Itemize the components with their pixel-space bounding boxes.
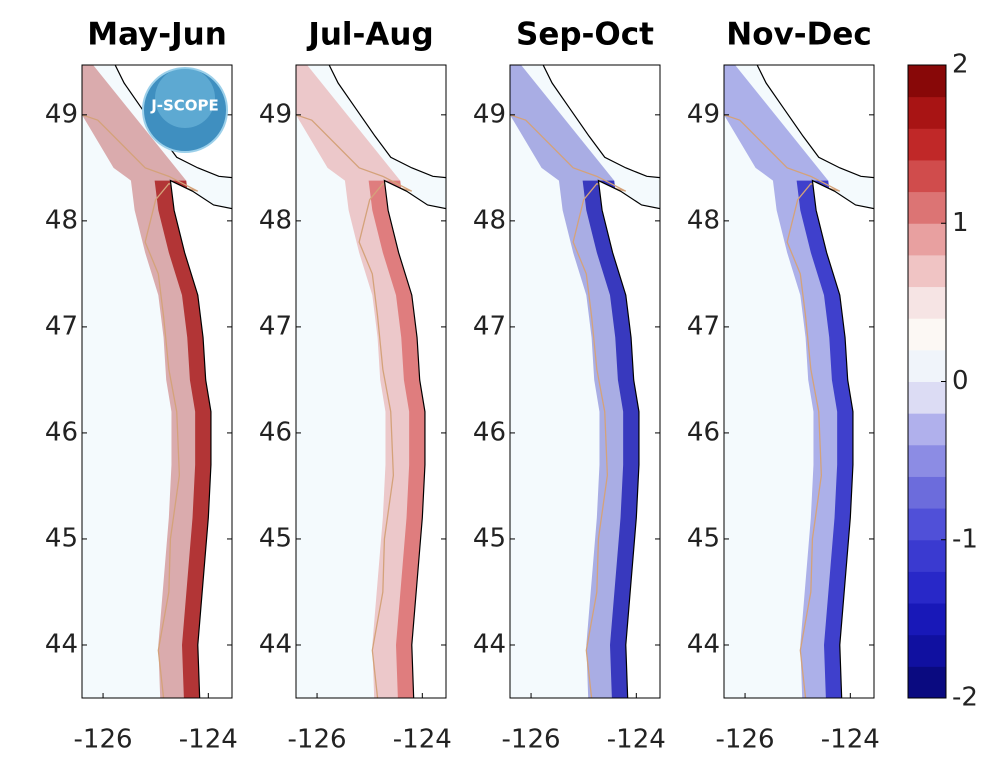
colorbar-segment (908, 128, 946, 161)
colorbar-segment (908, 444, 946, 477)
colorbar-tick-label: 1 (952, 208, 969, 238)
map-body (724, 65, 874, 698)
colorbar-segment (908, 571, 946, 604)
y-tick-label: 44 (45, 629, 78, 659)
x-tick-label: -124 (607, 725, 666, 755)
y-tick-label: 49 (473, 99, 506, 129)
y-tick-label: 48 (259, 205, 292, 235)
colorbar-segment (908, 349, 946, 382)
colorbar-segment (908, 413, 946, 446)
panel-frame (723, 64, 875, 699)
x-tick-label: -126 (288, 725, 347, 755)
map-body (510, 65, 660, 698)
land (811, 179, 874, 698)
y-tick-label: 46 (687, 417, 720, 447)
map-body (82, 65, 232, 698)
x-tick-label: -126 (716, 725, 775, 755)
y-tick-label: 49 (687, 99, 720, 129)
map-panel: Nov-Dec 44 45 46 47 48 49 -126 -124 (687, 17, 880, 755)
isobath (724, 114, 841, 698)
colorbar-segment (908, 223, 946, 256)
map-panel: May-Jun 44 45 46 47 48 49 -126 -124 (45, 17, 238, 755)
land (756, 65, 874, 179)
colorbar-segment (908, 191, 946, 224)
map-panel: Jul-Aug 44 45 46 47 48 49 -126 -124 (259, 17, 452, 755)
map-body (296, 65, 446, 698)
y-tick-label: 45 (45, 523, 78, 553)
isobath (510, 114, 627, 698)
y-tick-label: 48 (45, 205, 78, 235)
land (383, 179, 446, 698)
y-tick-label: 47 (687, 311, 720, 341)
colorbar-segment (908, 476, 946, 509)
colorbar-tick-label: 0 (952, 366, 969, 396)
colorbar-tick-label: -1 (952, 524, 978, 554)
colorbar-segment (908, 539, 946, 572)
land (169, 179, 232, 698)
colorbar-segment (908, 603, 946, 636)
colorbar-tick-label: 2 (952, 50, 969, 80)
land (597, 179, 660, 698)
colorbar-segment (908, 96, 946, 129)
panel-title: Sep-Oct (516, 17, 654, 53)
isobath (82, 114, 199, 698)
y-tick-label: 45 (687, 523, 720, 553)
x-tick-label: -126 (74, 725, 133, 755)
x-tick-label: -124 (179, 725, 238, 755)
panel-title: Nov-Dec (726, 17, 871, 53)
colorbar-tick-label: -2 (952, 683, 978, 713)
logo-text: J-SCOPE (150, 97, 219, 115)
colorbar-segment (908, 254, 946, 288)
y-tick-label: 44 (473, 629, 506, 659)
x-tick-label: -124 (821, 725, 880, 755)
y-tick-label: 49 (259, 99, 292, 129)
isobath (296, 114, 413, 698)
y-tick-label: 47 (259, 311, 292, 341)
colorbar-segment (908, 634, 946, 667)
colorbar-segment (908, 318, 946, 351)
logo (142, 67, 228, 153)
map-panel: Sep-Oct 44 45 46 47 48 49 -126 -124 (473, 17, 666, 755)
land (328, 65, 446, 179)
panel-title: Jul-Aug (306, 17, 433, 53)
colorbar-segment (908, 286, 946, 319)
colorbar-segment (908, 381, 946, 414)
y-tick-label: 46 (259, 417, 292, 447)
y-tick-label: 45 (473, 523, 506, 553)
panel-frame (509, 64, 661, 699)
y-tick-label: 46 (45, 417, 78, 447)
y-tick-label: 44 (259, 629, 292, 659)
colorbar-segment (908, 65, 946, 98)
y-tick-label: 44 (687, 629, 720, 659)
land (542, 65, 660, 179)
y-tick-label: 49 (45, 99, 78, 129)
colorbar-segment (908, 159, 946, 193)
y-tick-label: 45 (259, 523, 292, 553)
panel-frame (295, 64, 447, 699)
y-tick-label: 47 (473, 311, 506, 341)
y-tick-label: 48 (687, 205, 720, 235)
panel-frame (81, 64, 233, 699)
y-tick-label: 46 (473, 417, 506, 447)
colorbar-segment (908, 508, 946, 541)
x-tick-label: -126 (502, 725, 561, 755)
y-tick-label: 47 (45, 311, 78, 341)
x-tick-label: -124 (393, 725, 452, 755)
logo-shine (155, 68, 215, 128)
colorbar-segment (908, 666, 946, 699)
y-tick-label: 48 (473, 205, 506, 235)
panel-title: May-Jun (87, 17, 227, 53)
